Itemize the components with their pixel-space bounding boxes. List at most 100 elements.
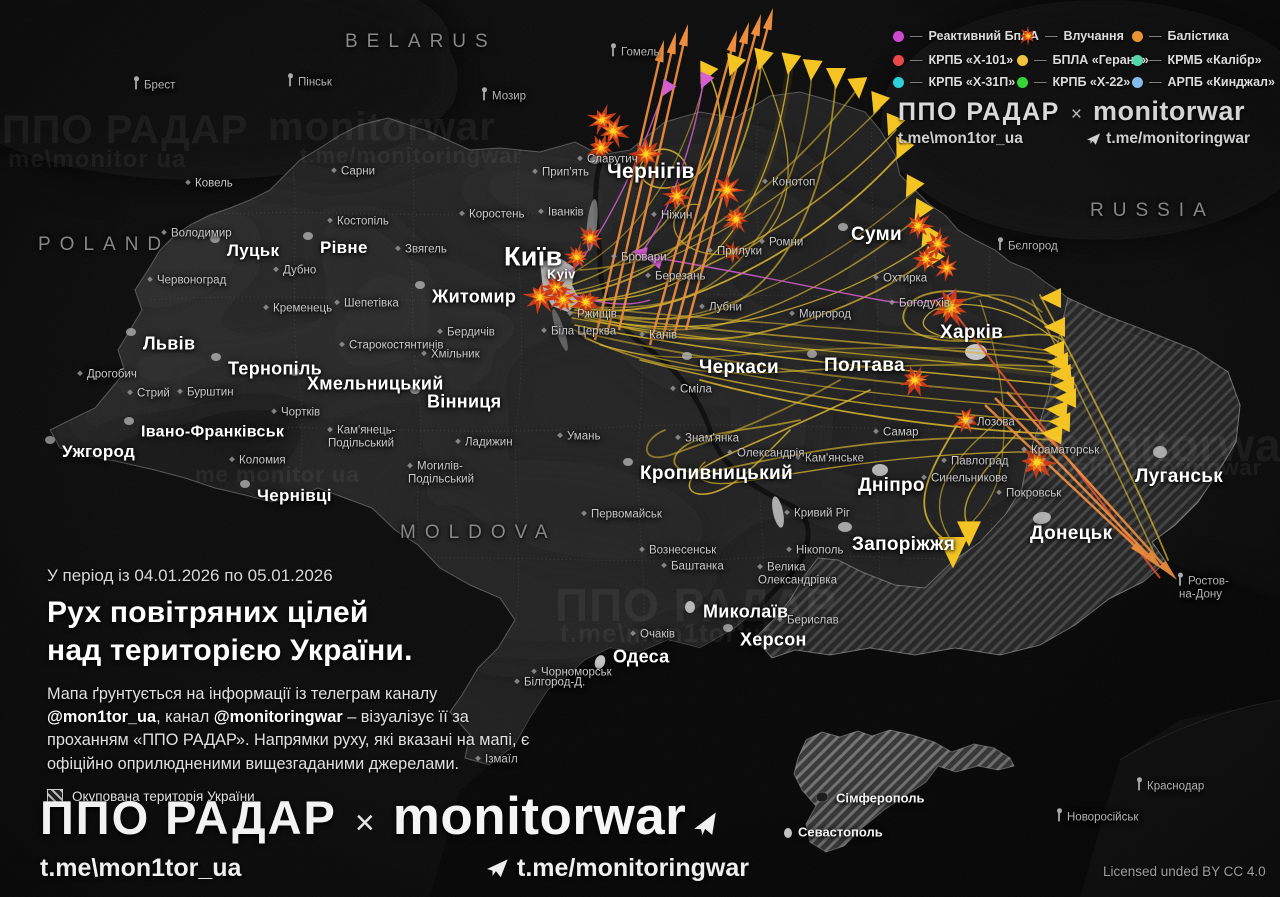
city-label: Краматорськ: [1021, 444, 1099, 457]
watermark-text: me monitor ua: [195, 462, 360, 487]
legend-item: — КРПБ «Х-22»: [1017, 75, 1132, 89]
city-label: Севастополь: [798, 824, 883, 840]
city-label: Вінниця: [427, 391, 502, 412]
city-label: Гомель: [610, 43, 659, 59]
city-label: Стрий: [127, 387, 170, 400]
legend-label: Реактивний БпЛА: [928, 29, 1039, 43]
city-label: Березань: [645, 270, 706, 283]
legend-label: КРПБ «Х-31П»: [928, 75, 1016, 89]
city-label: Богодухів: [889, 297, 950, 310]
city-label: Івано-Франківськ: [141, 423, 285, 441]
legend-color-dot: [893, 30, 904, 42]
city-label: Дніпро: [858, 474, 925, 496]
legend-item: — Реактивний БпЛА: [893, 27, 1039, 45]
map-description: Мапа ґрунтується на інформації із телегр…: [47, 685, 530, 773]
city-label: Краснодар: [1136, 777, 1204, 793]
city-label: Бердичів: [437, 326, 495, 339]
city-label: Ізмаїл: [475, 753, 518, 766]
legend-color-dot: [1017, 76, 1028, 88]
city-label: Тернопіль: [228, 358, 323, 379]
telegram-link-monitoringwar[interactable]: t.me/monitoringwar: [1087, 130, 1250, 148]
city-label: Володимир: [161, 227, 232, 240]
city-label: Канів: [639, 329, 677, 342]
city-label: Ковель: [185, 177, 233, 190]
legend-item: — КРПБ «Х-31П»: [893, 75, 1017, 89]
city-label: Очаків: [630, 628, 675, 641]
brand-bottom-name-left: ППО РАДАР: [40, 791, 337, 844]
telegram-link-mon1tor[interactable]: t.me\mon1tor_ua: [40, 854, 242, 882]
city-label: Біла Церква: [541, 325, 616, 338]
country-label: POLAND: [38, 233, 171, 255]
country-label: BELARUS: [345, 30, 497, 52]
city-label: Охтирка: [873, 272, 927, 285]
city-label: Чорноморськ: [531, 666, 612, 679]
city-label: Ніжин: [651, 209, 692, 222]
explosion-icon: [1020, 27, 1035, 45]
city-label: Баштанка: [661, 560, 724, 573]
city-label: Знам'янка: [675, 432, 739, 445]
city-label: Прилуки: [707, 245, 762, 258]
brand-x-icon: ×: [1070, 104, 1082, 125]
city-label: Чернівці: [257, 486, 332, 506]
explosion-icon: [1020, 27, 1035, 45]
map-title: Рух повітряних цілей над територією Укра…: [47, 596, 413, 668]
city-label: Київ: [504, 241, 563, 272]
city-label: Червоноград: [147, 274, 226, 287]
telegram-icon: [694, 812, 717, 836]
city-label: Кам'янське: [795, 452, 864, 465]
legend-item: — Балістика: [1132, 27, 1275, 45]
city-label: Харків: [940, 321, 1004, 343]
legend-color-dot: [893, 54, 904, 66]
occupied-hatch-swatch: [47, 788, 63, 805]
legend-color-dot: [893, 76, 904, 88]
city-label: Вознесенськ: [639, 544, 716, 557]
telegram-link-mon1tor[interactable]: t.me\mon1tor_ua: [898, 130, 1023, 147]
brand-top: ППО РАДАР × monitorwar t.me\mon1tor_ua t…: [898, 96, 1250, 148]
city-label: Суми: [851, 223, 902, 245]
city-label: Коломия: [229, 454, 286, 467]
city-label: Чернігів: [607, 159, 695, 183]
city-label: Чортків: [271, 406, 320, 419]
city-label: Могилів- Подільський: [407, 460, 474, 486]
city-label: Полтава: [824, 354, 905, 376]
city-label: Херсон: [740, 629, 807, 650]
city-label: Звягель: [395, 243, 447, 256]
watermark-text: t.me/monitoringwar: [300, 143, 523, 168]
city-label: Пінськ: [287, 73, 332, 89]
legend-item: — КРПБ «Х-101»: [893, 53, 1017, 67]
brand-top-name-left: ППО РАДАР: [898, 98, 1060, 126]
city-label: Нікополь: [786, 544, 844, 557]
watermark-text: t.me/monitoringwar: [1040, 455, 1263, 480]
city-label: Ростов- на-Дону: [1177, 572, 1229, 601]
city-label: Сарни: [331, 165, 375, 178]
city-label: Шепетівка: [334, 297, 399, 310]
city-label: Ромни: [759, 236, 803, 249]
city-label: Черкаси: [699, 356, 779, 378]
country-label: RUSSIA: [1090, 199, 1215, 221]
city-label: Кам'янець- Подільський: [327, 424, 396, 450]
legend-item: — КРМБ «Калібр»: [1132, 53, 1275, 67]
city-label: Старокостянтинів: [339, 339, 444, 352]
telegram-link-monitoringwar[interactable]: t.me/monitoringwar: [487, 854, 749, 883]
city-label: Ужгород: [62, 442, 136, 462]
legend-color-dot: [1017, 54, 1028, 66]
brand-top-name-right: monitorwar: [1092, 96, 1245, 126]
license-text: Licensed unded BY CC 4.0: [1103, 864, 1266, 879]
city-label: Дрогобич: [77, 368, 137, 381]
city-label: Дубно: [273, 264, 316, 277]
city-label: Прип'ять: [532, 166, 589, 179]
city-label: Лубни: [699, 301, 742, 314]
legend-color-dot: [1132, 76, 1143, 88]
city-label: Первомайськ: [581, 508, 662, 521]
brand-x-icon: ×: [354, 804, 375, 842]
city-label: Kyiv: [547, 266, 576, 282]
city-label: Сімферополь: [836, 790, 925, 806]
city-label: Новоросійськ: [1056, 808, 1138, 824]
city-label: Олександрія: [727, 447, 804, 460]
telegram-icon: [487, 858, 508, 877]
city-label: Рівне: [320, 238, 368, 258]
city-label: Одеса: [613, 646, 670, 667]
legend-item: — АРПБ «Кинджал»: [1132, 75, 1275, 89]
